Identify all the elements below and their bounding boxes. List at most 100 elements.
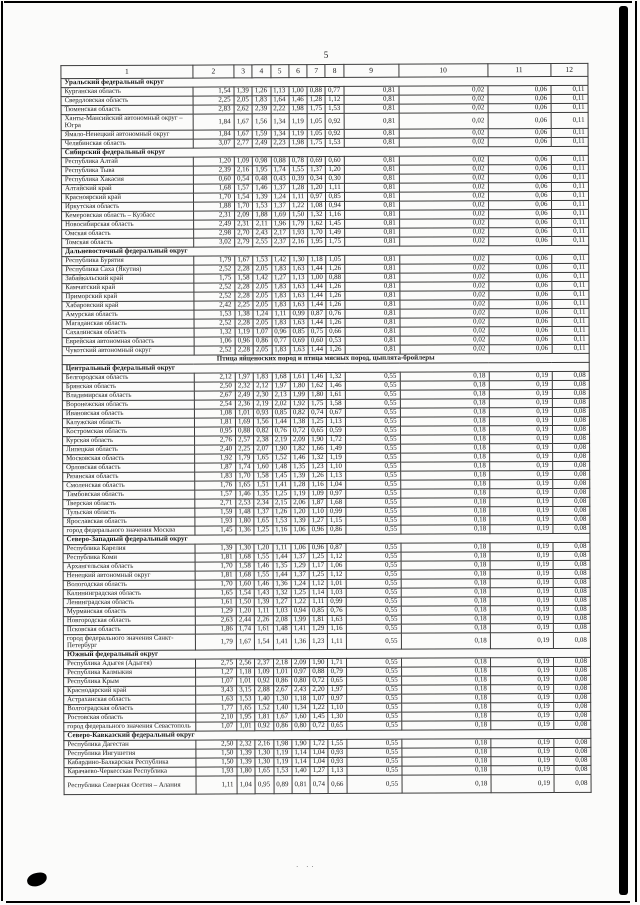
value-cell: 0,18: [401, 711, 491, 722]
value-cell: 1,26: [326, 345, 345, 355]
value-cell: 1,18: [307, 255, 327, 265]
value-cell: 2,05: [253, 318, 272, 328]
value-cell: 1,34: [270, 113, 290, 130]
value-cell: 2,57: [235, 435, 254, 445]
value-cell: 0,92: [254, 676, 274, 686]
value-cell: 1,46: [290, 453, 309, 463]
value-cell: 0,85: [272, 408, 291, 418]
value-cell: 2,32: [236, 739, 256, 749]
value-cell: 0,72: [290, 426, 309, 436]
value-cell: 1,11: [272, 543, 291, 553]
value-cell: 0,11: [551, 200, 589, 210]
value-cell: 1,59: [194, 507, 236, 518]
value-cell: 1,23: [308, 462, 328, 472]
value-cell: 0,11: [550, 137, 589, 147]
value-cell: 0,59: [326, 426, 346, 436]
value-cell: 0,18: [401, 702, 491, 713]
value-cell: 0,19: [489, 560, 553, 570]
value-cell: 2,39: [193, 165, 235, 176]
value-cell: 0,02: [399, 317, 489, 328]
value-cell: 1,75: [308, 399, 327, 409]
value-cell: 1,90: [272, 444, 291, 454]
value-cell: 0,06: [488, 281, 552, 291]
value-cell: 1,46: [235, 489, 255, 499]
value-cell: 0,81: [344, 165, 400, 175]
value-cell: 0,06: [488, 200, 552, 210]
value-cell: 2,08: [272, 615, 292, 625]
value-cell: 0,19: [489, 515, 553, 525]
value-cell: 0,81: [344, 300, 400, 310]
value-cell: 0,55: [346, 606, 401, 616]
value-cell: 0,19: [490, 614, 553, 624]
value-cell: 1,25: [308, 417, 327, 427]
value-cell: 0,81: [344, 255, 400, 265]
value-cell: 1,50: [195, 748, 237, 758]
value-cell: 1,34: [270, 129, 290, 139]
value-cell: 1,39: [194, 543, 237, 554]
column-header-cell: 11: [487, 63, 551, 77]
value-cell: 1,67: [236, 633, 255, 650]
value-cell: 0,89: [273, 775, 292, 794]
value-cell: 1,26: [308, 471, 328, 481]
value-cell: 1,40: [291, 766, 311, 776]
scan-artifact-ink-blob: [25, 871, 49, 888]
value-cell: 1,14: [291, 748, 311, 758]
value-cell: 2,07: [253, 444, 273, 454]
value-cell: 1,67: [234, 129, 253, 139]
value-cell: 0,86: [327, 525, 346, 535]
value-cell: 0,54: [234, 174, 253, 184]
value-cell: 0,19: [489, 497, 553, 507]
value-cell: 0,02: [399, 191, 489, 202]
value-cell: 2,19: [253, 399, 273, 409]
value-cell: 2,31: [193, 210, 235, 221]
value-cell: 0,08: [552, 524, 590, 534]
value-cell: 0,97: [307, 192, 326, 202]
value-cell: 0,81: [343, 129, 399, 139]
value-cell: 1,60: [253, 462, 273, 472]
value-cell: 1,07: [195, 721, 237, 731]
value-cell: 1,76: [194, 480, 236, 491]
value-cell: 1,12: [325, 95, 344, 105]
value-cell: 0,96: [235, 336, 254, 346]
value-cell: 1,26: [326, 291, 345, 301]
value-cell: 1,53: [273, 766, 292, 776]
value-cell: 0,77: [271, 336, 291, 346]
value-cell: 1,20: [236, 606, 255, 616]
value-cell: 2,11: [252, 219, 272, 229]
value-cell: 0,55: [346, 667, 402, 677]
value-cell: 0,53: [326, 336, 345, 346]
value-cell: 2,16: [289, 237, 308, 247]
value-cell: 1,46: [252, 183, 272, 193]
value-cell: 0,55: [346, 757, 402, 767]
value-cell: 0,55: [345, 498, 401, 508]
value-cell: 0,86: [273, 676, 292, 686]
value-cell: 0,18: [400, 587, 490, 598]
value-cell: 0,02: [399, 227, 489, 238]
value-cell: 1,84: [192, 113, 235, 131]
value-cell: 1,53: [236, 694, 255, 704]
value-cell: 1,86: [195, 624, 237, 635]
value-cell: 0,81: [344, 228, 400, 238]
value-cell: 2,52: [193, 318, 236, 329]
value-cell: 0,19: [489, 416, 553, 426]
value-cell: 1,62: [307, 219, 327, 229]
value-cell: 0,02: [399, 272, 489, 283]
value-cell: 1,83: [252, 95, 271, 105]
value-cell: 1,22: [309, 703, 329, 713]
value-cell: 2,05: [253, 291, 272, 301]
value-cell: 1,66: [308, 444, 328, 454]
value-cell: 1,63: [289, 318, 309, 328]
value-cell: 1,70: [235, 471, 255, 481]
value-cell: 1,29: [195, 606, 237, 617]
value-cell: 0,19: [489, 479, 553, 489]
value-cell: 0,08: [552, 506, 590, 516]
value-cell: 0,99: [327, 597, 347, 607]
value-cell: 0,18: [401, 756, 491, 767]
value-cell: 1,55: [289, 165, 308, 175]
value-cell: 1,26: [326, 264, 345, 274]
value-cell: 0,76: [272, 426, 291, 436]
value-cell: 0,11: [551, 335, 590, 345]
value-cell: 1,55: [254, 552, 273, 562]
value-cell: 2,52: [194, 345, 236, 356]
value-cell: 0,55: [346, 721, 402, 731]
